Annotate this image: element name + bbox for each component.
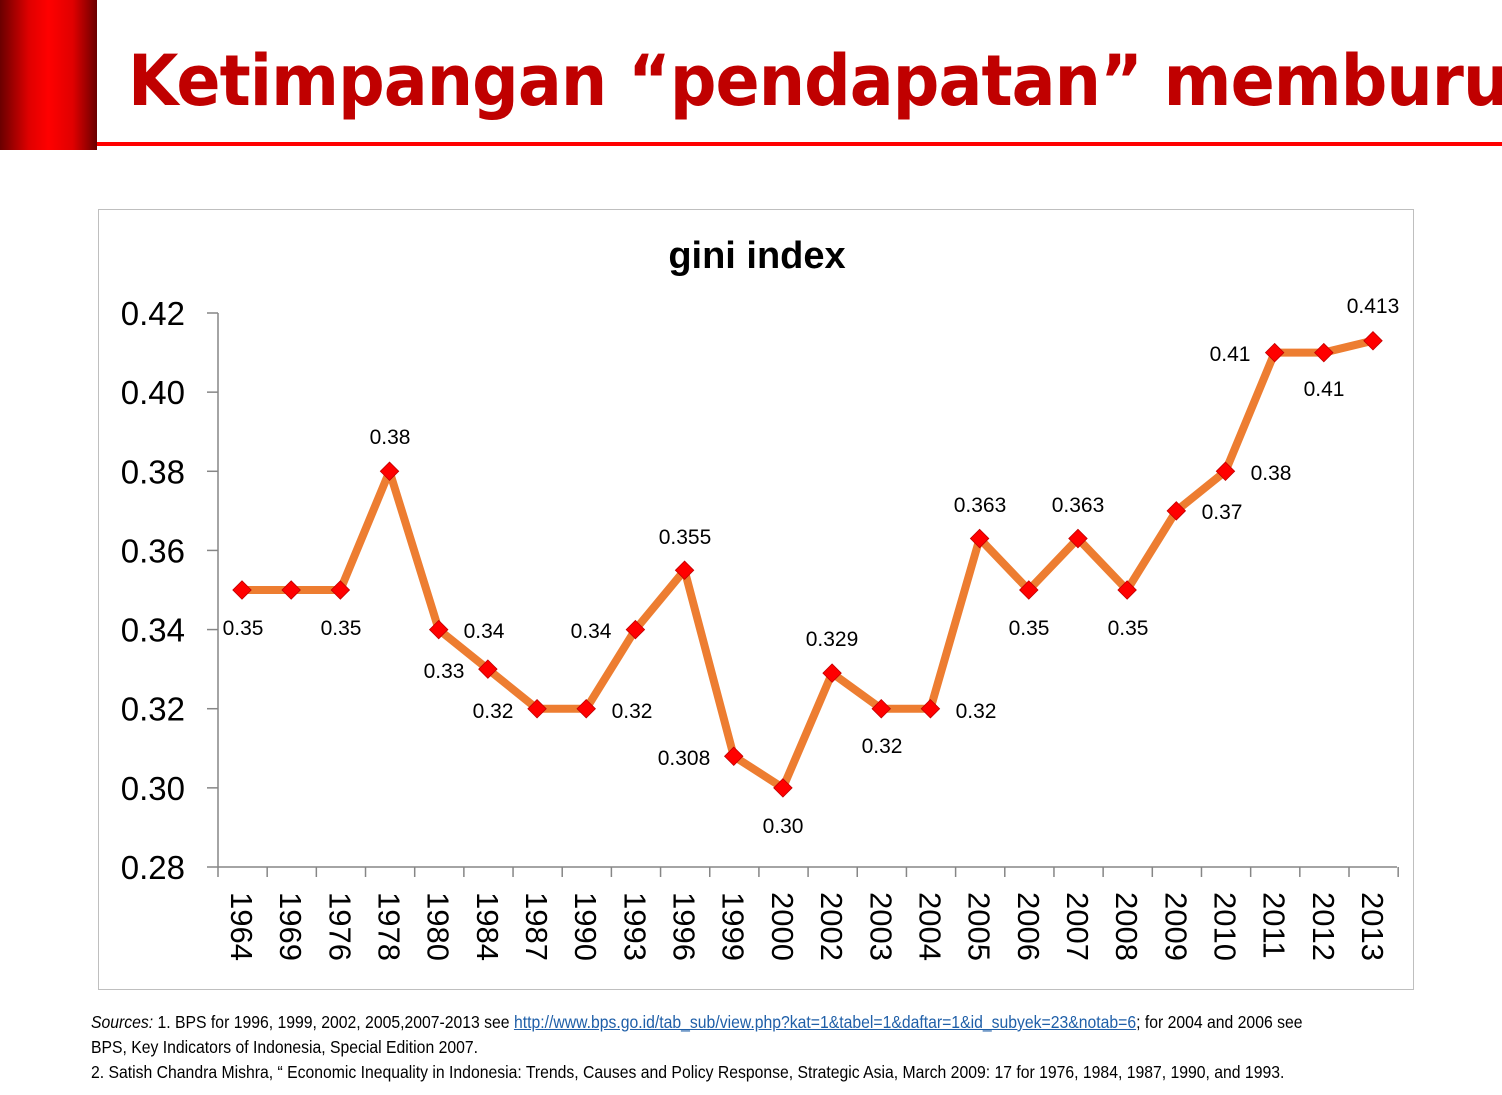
data-label: 0.35	[223, 617, 264, 640]
y-tick-label: 0.28	[121, 849, 185, 886]
data-point-marker	[428, 619, 449, 640]
x-tick-label: 1999	[716, 892, 751, 961]
data-point-marker	[1068, 528, 1088, 549]
data-point-marker	[576, 698, 596, 719]
y-tick-label: 0.38	[121, 453, 185, 490]
x-tick-label: 1980	[421, 892, 456, 961]
data-point-marker	[1215, 461, 1236, 482]
chart-title: gini index	[668, 235, 845, 277]
x-tick-label: 1978	[372, 892, 407, 961]
source-1-text-cont: ; for 2004 and 2006 see	[1136, 1012, 1303, 1032]
header-divider	[97, 142, 1502, 146]
data-label: 0.41	[1304, 378, 1345, 401]
x-tick-label: 2008	[1109, 892, 1144, 961]
data-label: 0.41	[1210, 343, 1251, 366]
y-tick-label: 0.32	[121, 691, 185, 728]
data-label: 0.35	[1108, 617, 1149, 640]
data-label: 0.308	[658, 747, 711, 770]
x-tick-label: 1969	[273, 892, 308, 961]
x-tick-label: 2005	[962, 892, 997, 961]
data-point-marker	[625, 619, 646, 640]
bps-link[interactable]: http://www.bps.go.id/tab_sub/view.php?ka…	[513, 1012, 1137, 1032]
x-tick-label: 2002	[814, 892, 849, 961]
x-tick-label: 2010	[1207, 892, 1242, 961]
header-red-block	[0, 0, 97, 150]
page-title: Ketimpangan “pendapatan” memburuk	[128, 40, 1502, 122]
sources-footnote: Sources: 1. BPS for 1996, 1999, 2002, 20…	[91, 1010, 1405, 1085]
x-tick-label: 1987	[519, 892, 554, 961]
data-point-marker	[330, 580, 351, 600]
data-label: 0.35	[321, 617, 362, 640]
data-label: 0.329	[806, 628, 859, 651]
y-tick-label: 0.42	[121, 295, 185, 332]
data-point-marker	[1117, 580, 1137, 600]
data-label: 0.35	[1009, 617, 1050, 640]
x-tick-label: 1976	[322, 892, 357, 961]
data-point-marker	[871, 698, 892, 719]
data-point-marker	[1264, 342, 1285, 363]
x-tick-label: 2009	[1158, 892, 1193, 961]
x-tick-label: 2004	[912, 892, 947, 961]
data-label: 0.37	[1202, 501, 1243, 524]
source-2: 2. Satish Chandra Mishra, “ Economic Ine…	[91, 1062, 1285, 1082]
data-point-marker	[1314, 342, 1334, 363]
data-point-marker	[527, 698, 547, 719]
x-tick-label: 2006	[1011, 892, 1046, 961]
x-tick-label: 2003	[863, 892, 898, 961]
x-tick-label: 1996	[667, 892, 702, 961]
data-label: 0.413	[1347, 295, 1400, 318]
data-label: 0.33	[424, 660, 465, 683]
data-point-marker	[773, 778, 793, 798]
x-tick-label: 1993	[617, 892, 652, 961]
sources-label: Sources:	[91, 1012, 154, 1032]
data-point-marker	[1166, 501, 1187, 521]
y-tick-label: 0.40	[121, 374, 185, 411]
source-1-text: 1. BPS for 1996, 1999, 2002, 2005,2007-2…	[153, 1012, 514, 1032]
data-label: 0.32	[612, 700, 653, 723]
data-point-marker	[1019, 580, 1039, 600]
x-tick-label: 2013	[1355, 892, 1390, 961]
data-point-marker	[379, 461, 400, 482]
data-label: 0.38	[370, 426, 411, 449]
y-tick-label: 0.34	[121, 612, 185, 649]
data-label: 0.30	[763, 815, 804, 838]
data-point-marker	[674, 560, 695, 580]
data-label: 0.363	[1052, 494, 1105, 517]
data-label: 0.38	[1251, 462, 1292, 485]
data-point-marker	[969, 528, 990, 549]
data-point-marker	[478, 659, 498, 679]
data-point-marker	[281, 580, 301, 600]
x-tick-label: 1990	[568, 892, 603, 961]
data-point-marker	[920, 698, 941, 719]
chart-frame	[98, 209, 1414, 990]
x-tick-label: 2000	[765, 892, 800, 961]
source-1-line2: BPS, Key Indicators of Indonesia, Specia…	[91, 1037, 478, 1057]
x-tick-label: 2012	[1306, 892, 1341, 961]
data-point-marker	[822, 663, 842, 683]
data-point-marker	[232, 580, 252, 600]
data-label: 0.32	[473, 700, 514, 723]
data-label: 0.363	[954, 494, 1007, 517]
data-point-marker	[723, 746, 744, 766]
data-point-marker	[1363, 330, 1383, 351]
x-tick-label: 2011	[1257, 892, 1292, 959]
data-label: 0.34	[464, 620, 505, 643]
y-tick-label: 0.30	[121, 770, 185, 807]
x-tick-label: 1984	[470, 892, 505, 961]
data-label: 0.32	[956, 700, 997, 723]
x-tick-label: 1964	[224, 892, 259, 961]
data-label: 0.355	[659, 526, 712, 549]
data-label: 0.34	[571, 620, 612, 643]
gini-line-chart: gini index 0.28 0.30 0.32 0.34 0.36 0.38 0.40 0.…	[121, 235, 1400, 961]
data-label: 0.32	[862, 735, 903, 758]
series-line	[242, 336, 1374, 792]
y-tick-label: 0.36	[121, 532, 185, 569]
x-tick-label: 2007	[1060, 892, 1095, 961]
